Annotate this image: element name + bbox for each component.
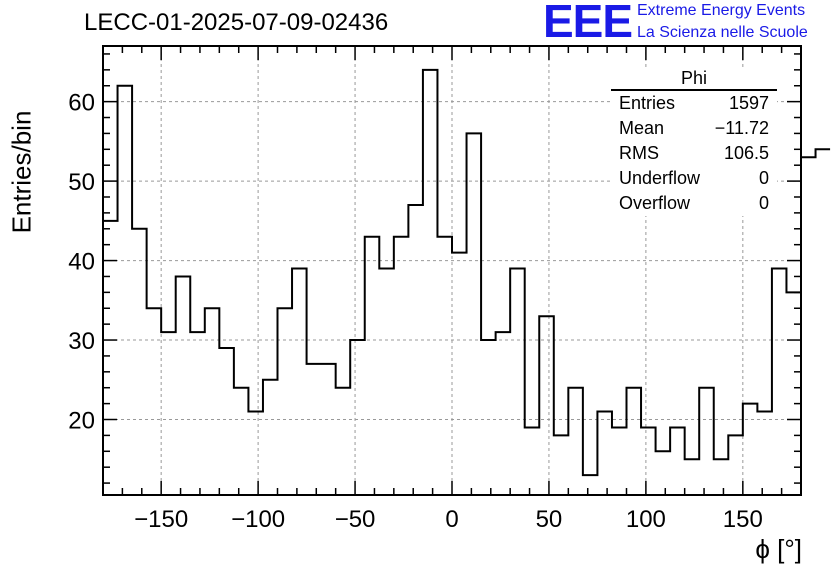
- stats-title: Phi: [611, 68, 777, 91]
- y-axis-label: Entries/bin: [6, 110, 37, 234]
- stats-label: Overflow: [619, 193, 691, 213]
- x-tick-label: 50: [536, 506, 563, 533]
- stats-label: RMS: [619, 143, 659, 163]
- y-axis-label-box: Entries/bin: [6, 110, 38, 234]
- x-tick-label: −50: [335, 506, 376, 533]
- y-tick-label: 50: [68, 169, 95, 196]
- chart-title: LECC-01-2025-07-09-02436: [84, 9, 389, 36]
- tick-labels: −150 −100 −50 0 50 100 150 20 30 40 50 60: [68, 90, 763, 533]
- stats-box: Phi Entries 1597 Mean −11.72 RMS 106.5 U…: [611, 68, 777, 216]
- x-tick-label: −150: [134, 506, 188, 533]
- plot-frame: [102, 45, 802, 496]
- stats-row: RMS 106.5: [611, 141, 777, 166]
- stats-value: 1597: [728, 93, 769, 113]
- axis-ticks: [102, 46, 802, 495]
- logo-text-line1: Extreme Energy Events: [637, 2, 806, 19]
- x-tick-label: 0: [445, 506, 458, 533]
- stats-row: Mean −11.72: [611, 116, 777, 141]
- y-tick-label: 40: [68, 249, 95, 276]
- stats-value: 0: [758, 168, 769, 188]
- stats-value: −11.72: [714, 118, 769, 138]
- stats-value: 0: [758, 193, 769, 213]
- x-tick-label: 150: [723, 506, 763, 533]
- x-tick-label: −100: [231, 506, 285, 533]
- stats-label: Entries: [619, 93, 676, 113]
- stats-row: Entries 1597: [611, 91, 777, 116]
- stats-label: Mean: [619, 118, 665, 138]
- y-tick-label: 30: [68, 328, 95, 355]
- stats-value: 106.5: [723, 143, 769, 163]
- logo-text-line2: La Scienza nelle Scuole: [637, 24, 808, 41]
- stats-row: Overflow 0: [611, 191, 777, 216]
- y-tick-label: 60: [68, 90, 95, 117]
- stats-row: Underflow 0: [611, 166, 777, 191]
- eee-logo-mark: EEE: [543, 0, 633, 47]
- x-tick-label: 100: [626, 506, 666, 533]
- stats-label: Underflow: [619, 168, 701, 188]
- histogram-step-line: [103, 68, 831, 477]
- y-tick-label: 20: [68, 408, 95, 435]
- x-axis-label: ϕ [°]: [755, 534, 802, 564]
